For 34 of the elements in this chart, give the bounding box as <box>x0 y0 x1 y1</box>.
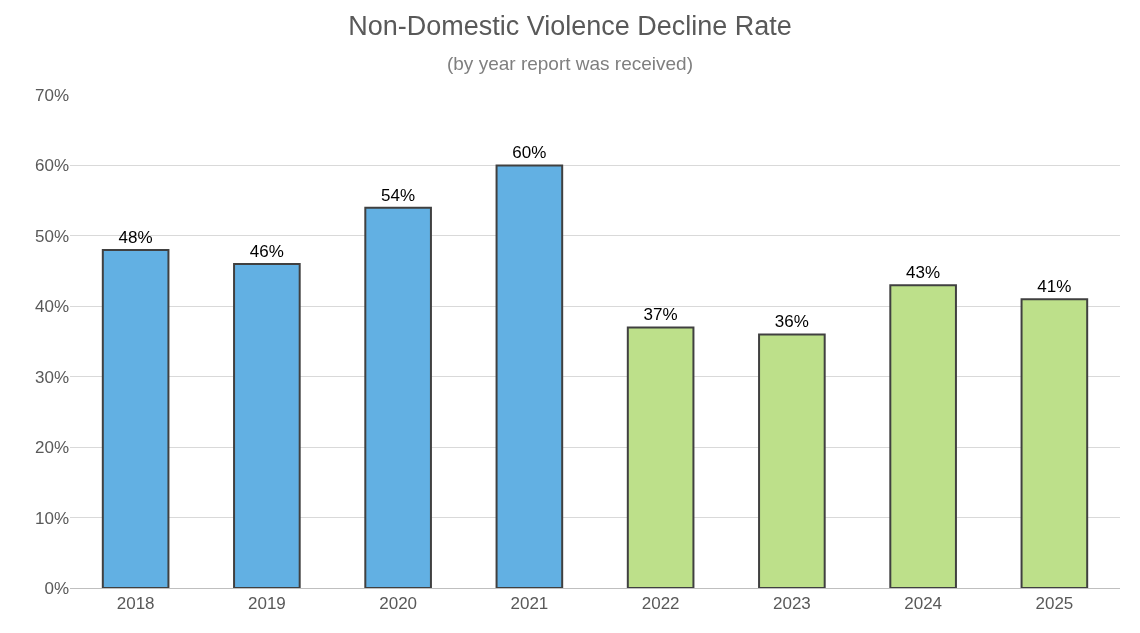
y-tick-label: 70% <box>34 85 69 105</box>
x-tick-label: 2022 <box>641 594 680 614</box>
y-tick-label: 0% <box>44 578 69 598</box>
x-tick-label: 2020 <box>379 594 418 614</box>
bar <box>364 206 432 588</box>
data-label: 54% <box>381 185 416 205</box>
data-label: 48% <box>118 227 153 247</box>
chart-subtitle: (by year report was received) <box>446 52 694 74</box>
bar <box>889 284 957 588</box>
x-tick-label: 2025 <box>1035 594 1074 614</box>
bar <box>1020 298 1089 588</box>
x-tick-label: 2021 <box>510 594 549 614</box>
data-label: 41% <box>1037 277 1072 297</box>
x-tick-label: 2019 <box>247 594 286 614</box>
data-label: 60% <box>512 143 547 163</box>
y-tick-label: 60% <box>34 156 69 176</box>
data-label: 43% <box>906 263 941 283</box>
y-tick-label: 40% <box>34 297 69 317</box>
bar <box>233 263 301 588</box>
y-tick-label: 50% <box>34 226 69 246</box>
y-tick-label: 20% <box>34 438 69 458</box>
bar <box>626 326 695 588</box>
x-tick-label: 2024 <box>904 594 943 614</box>
chart-title: Non-Domestic Violence Decline Rate <box>348 10 792 41</box>
bar <box>101 248 170 588</box>
y-tick-label: 10% <box>34 508 69 528</box>
bar <box>495 164 564 588</box>
data-label: 37% <box>643 305 678 325</box>
y-tick-label: 30% <box>34 367 69 387</box>
x-tick-label: 2018 <box>116 594 155 614</box>
data-label: 36% <box>774 312 809 332</box>
x-tick-label: 2023 <box>772 594 811 614</box>
bar <box>758 333 826 588</box>
data-label: 46% <box>249 242 284 262</box>
